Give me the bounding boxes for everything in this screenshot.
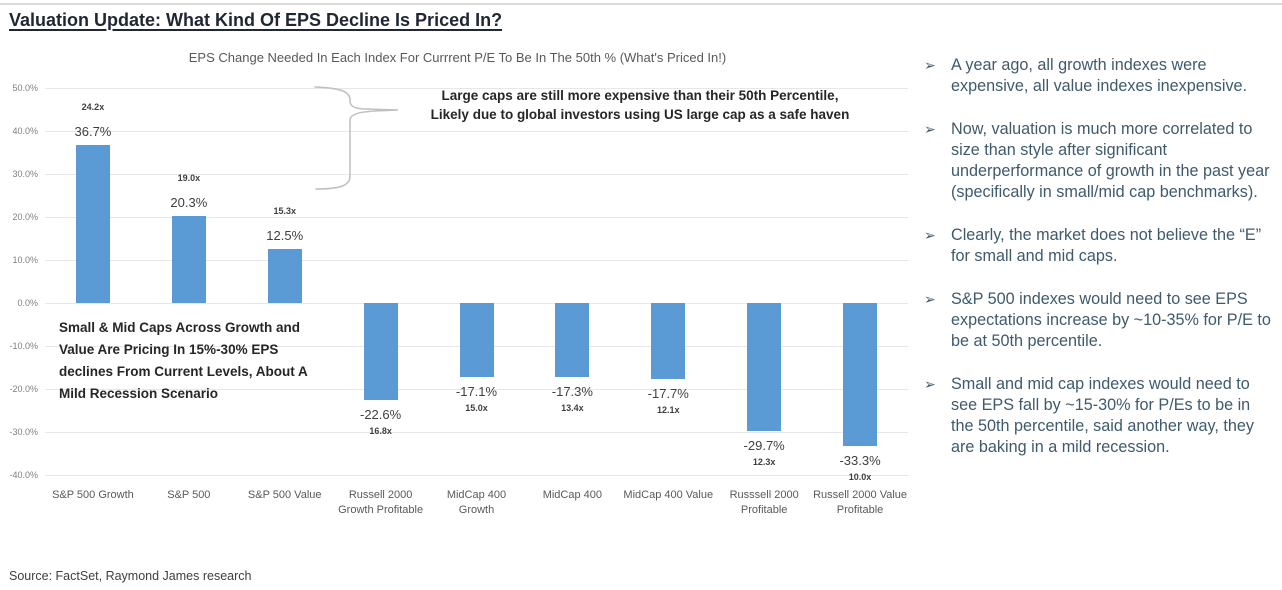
annotation-line: Small & Mid Caps Across Growth and [59, 320, 301, 335]
bar-value-label: -33.3% [839, 453, 881, 469]
x-axis-category-label: S&P 500 Growth [52, 489, 134, 501]
bar-value-label: -22.6% [360, 407, 402, 423]
x-axis-category-label: S&P 500 [167, 489, 211, 501]
y-axis-tick-label: -20.0% [9, 384, 38, 394]
gridline [45, 88, 908, 89]
arrow-bullet-icon: ➢ [924, 57, 936, 73]
bullet-text: Now, valuation is much more correlated t… [951, 120, 1270, 201]
bullet-item: ➢ S&P 500 indexes would need to see EPS e… [924, 289, 1276, 352]
y-axis-tick-label: 10.0% [12, 255, 38, 265]
bar-pe-multiple-label: 12.1x [657, 405, 680, 416]
bar [555, 303, 590, 378]
arrow-bullet-icon: ➢ [924, 291, 936, 307]
bar [843, 303, 878, 447]
bar-pe-multiple-label: 15.0x [465, 402, 488, 413]
bar [75, 145, 110, 303]
bar-pe-multiple-label: 24.2x [81, 102, 105, 113]
bar [363, 303, 398, 401]
gridline [45, 260, 908, 261]
annotation-line: declines From Current Levels, About A [59, 364, 308, 379]
gridline [45, 432, 908, 433]
bullet-text: A year ago, all growth indexes were expe… [951, 56, 1248, 95]
annotation-large-caps: Large caps are still more expensive than… [395, 87, 885, 124]
y-axis-tick-label: 0.0% [17, 298, 38, 308]
bullet-item: ➢ Clearly, the market does not believe th… [924, 225, 1276, 267]
annotation-line: Mild Recession Scenario [59, 386, 219, 401]
y-axis-tick-label: -30.0% [9, 427, 38, 437]
bullet-item: ➢ A year ago, all growth indexes were exp… [924, 55, 1276, 97]
y-axis-tick-label: -10.0% [9, 341, 38, 351]
bar-pe-multiple-label: 15.3x [273, 206, 296, 217]
x-axis-category-label: Russell 2000 Value Profitable [813, 489, 908, 516]
curly-brace-icon [314, 86, 399, 190]
bar-value-label: 36.7% [74, 124, 112, 140]
x-axis-category-label: MidCap 400 Value [623, 489, 714, 501]
bar-value-label: 12.5% [266, 228, 304, 244]
gridline [45, 131, 908, 132]
gridline [45, 389, 908, 390]
y-axis-tick-label: -40.0% [9, 470, 38, 480]
bar-pe-multiple-label: 13.4x [561, 403, 584, 414]
bar-value-label: -17.1% [455, 383, 498, 399]
annotation-line: Large caps are still more expensive than… [441, 88, 839, 103]
eps-bar-chart: EPS Change Needed In Each Index For Curr… [9, 50, 908, 516]
gridline [45, 475, 908, 476]
arrow-bullet-icon: ➢ [924, 376, 936, 392]
top-divider [0, 3, 1282, 5]
x-axis-category-label: Russsell 2000 Profitable [729, 489, 799, 516]
annotation-line: Value Are Pricing In 15%-30% EPS [59, 342, 279, 357]
bar-value-label: -17.7% [647, 386, 689, 402]
bar-value-label: -17.3% [551, 384, 593, 400]
bullet-text: Small and mid cap indexes would need to … [951, 375, 1254, 456]
bar-pe-multiple-label: 16.8x [369, 426, 392, 437]
x-axis-category-label: S&P 500 Value [247, 489, 322, 501]
bar-pe-multiple-label: 12.3x [752, 456, 776, 467]
x-axis-category-label: MidCap 400 Growth [446, 489, 507, 516]
bar-value-label: 20.3% [170, 194, 208, 210]
x-axis-category-label: MidCap 400 [542, 489, 603, 501]
bullet-item: ➢ Now, valuation is much more correlated … [924, 119, 1276, 203]
bullet-item: ➢ Small and mid cap indexes would need to… [924, 374, 1276, 458]
x-axis-category-label: Russell 2000 Growth Profitable [338, 489, 424, 516]
chart-title: EPS Change Needed In Each Index For Curr… [188, 50, 727, 65]
bar-pe-multiple-label: 10.0x [848, 472, 872, 483]
arrow-bullet-icon: ➢ [924, 121, 936, 137]
commentary-panel: ➢ A year ago, all growth indexes were exp… [924, 55, 1276, 480]
bar [459, 303, 494, 377]
gridline [45, 174, 908, 175]
bar [651, 303, 686, 380]
gridline [45, 217, 908, 218]
annotation-small-mid: Small & Mid Caps Across Growth and Value… [59, 317, 349, 405]
bar [747, 303, 782, 431]
arrow-bullet-icon: ➢ [924, 227, 936, 243]
y-axis-tick-label: 20.0% [12, 212, 38, 222]
bar-pe-multiple-label: 19.0x [177, 172, 201, 183]
bar-value-label: -29.7% [743, 437, 785, 453]
bullet-text: Clearly, the market does not believe the… [951, 226, 1262, 265]
y-axis-tick-label: 30.0% [12, 169, 38, 179]
y-axis-tick-label: 50.0% [12, 83, 38, 93]
bar [171, 215, 206, 303]
bar [267, 249, 302, 303]
page-title: Valuation Update: What Kind Of EPS Decli… [9, 10, 503, 30]
annotation-line: Likely due to global investors using US … [430, 106, 850, 122]
source-note: Source: FactSet, Raymond James research [9, 569, 252, 583]
bullet-text: S&P 500 indexes would need to see EPS ex… [951, 290, 1271, 350]
y-axis-tick-label: 40.0% [12, 126, 38, 136]
